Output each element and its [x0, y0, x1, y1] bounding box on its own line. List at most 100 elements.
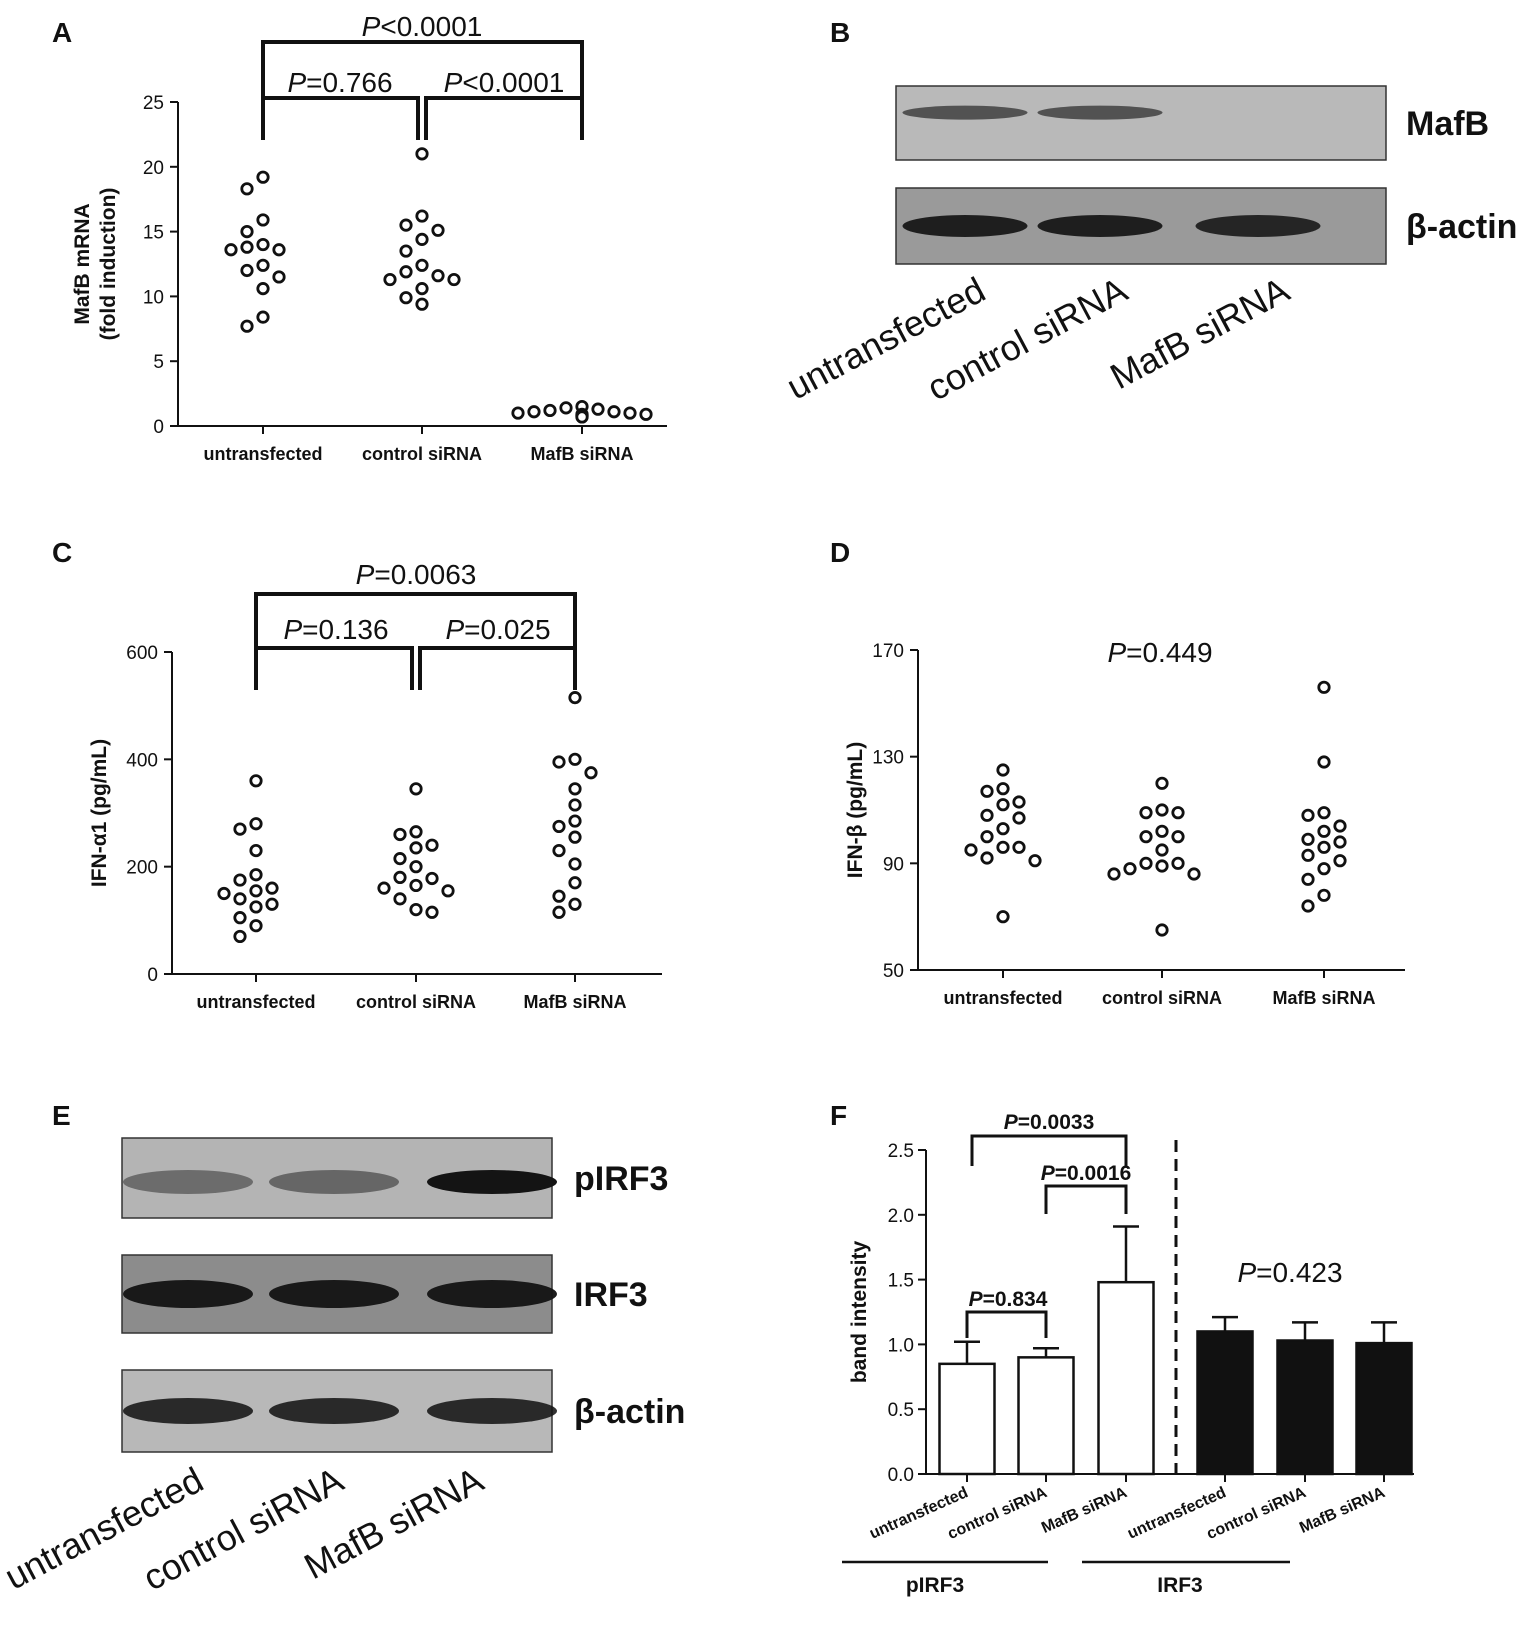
panel-e-blot-band — [269, 1280, 399, 1308]
panel-a-data-point — [272, 270, 286, 284]
panel-a-data-point — [272, 243, 286, 257]
panel-d-category-label: untransfected — [943, 988, 1062, 1008]
panel-d-data-point — [1155, 776, 1169, 790]
panel-f-p-value-untransfected-vs-mafb: P=0.0033 — [1004, 1111, 1095, 1134]
panel-c-p-value-control-vs-mafb: P=0.025 — [445, 614, 550, 645]
panel-e-blot-band — [123, 1280, 253, 1308]
panel-c-category-label: MafB siRNA — [523, 992, 626, 1012]
panel-c-data-point — [568, 814, 582, 828]
panel-f-y-axis-label: band intensity — [848, 1241, 871, 1384]
panel-c-data-point — [425, 838, 439, 852]
panel-c-data-point — [552, 819, 566, 834]
panel-c-data-point — [249, 884, 263, 898]
panel-d-y-tick-label: 50 — [883, 961, 904, 982]
panel-f-y-tick-label: 1.5 — [888, 1271, 914, 1292]
panel-a-data-point — [399, 291, 413, 305]
panel-d-data-point — [1317, 824, 1331, 838]
panel-c-data-point — [249, 774, 263, 788]
panel-a-data-point — [415, 282, 429, 296]
panel-c-data-point — [441, 884, 455, 898]
panel-d-data-point — [1301, 832, 1315, 846]
panel-c-data-point — [552, 843, 566, 858]
panel-c-data-point — [568, 830, 582, 844]
panel-d-data-point — [1012, 811, 1026, 825]
panel-c-data-point — [425, 871, 439, 886]
panel-d-data-point — [980, 830, 994, 844]
panel-f-bar — [1017, 1356, 1075, 1476]
panel-f-bracket-untransfected-vs-mafb — [970, 1134, 1128, 1166]
panel-d-data-point — [1317, 806, 1331, 820]
panel-e-blot-band — [427, 1280, 557, 1308]
panel-d-y-tick-label: 130 — [872, 748, 904, 769]
panel-d-data-point — [1139, 806, 1153, 820]
panel-a-y-tick-label: 0 — [153, 417, 164, 438]
panel-c-data-point — [425, 905, 439, 919]
panel-c-bracket-untransfected-vs-control — [254, 646, 414, 690]
panel-a-data-point — [623, 406, 637, 420]
panel-a-data-point — [559, 401, 573, 415]
panel-a-data-point — [256, 258, 270, 272]
panel-c-data-point — [249, 900, 263, 914]
panel-f-p-value-untransfected-vs-control: P=0.834 — [969, 1288, 1048, 1311]
panel-c-y-tick-label: 400 — [126, 750, 158, 771]
panel-a-data-point — [256, 213, 270, 227]
panel-a-p-value-control-vs-mafb: P<0.0001 — [444, 67, 565, 98]
panel-a-data-point — [256, 237, 270, 252]
panel-a-category-label: MafB siRNA — [530, 444, 633, 464]
panel-e-blot-label: IRF3 — [574, 1276, 648, 1314]
panel-d-data-point — [1333, 819, 1347, 833]
panel-a-data-point — [240, 319, 254, 333]
panel-e-blot-band — [123, 1170, 253, 1194]
panel-c-y-axis-label: IFN-α1 (pg/mL) — [88, 739, 111, 887]
panel-a-data-point — [399, 265, 413, 279]
panel-d-data-point — [1139, 830, 1153, 844]
panel-f-group-label: pIRF3 — [906, 1574, 964, 1597]
panel-letter-a: A — [52, 17, 72, 48]
panel-c-data-point — [233, 822, 247, 836]
panel-a-y-tick-label: 10 — [143, 287, 164, 308]
panel-d-data-point — [1123, 862, 1137, 876]
panel-c-data-point — [409, 860, 423, 874]
panel-c-data-point — [265, 897, 279, 911]
panel-a-y-axis-label: MafB mRNA (fold induction) — [71, 188, 120, 341]
panel-f-bar — [1196, 1330, 1254, 1476]
panel-d-data-point — [1317, 680, 1331, 694]
panel-b-blot-band — [902, 215, 1028, 237]
panel-d-category-label: MafB siRNA — [1272, 988, 1375, 1008]
panel-d-data-point — [996, 822, 1010, 836]
panel-b-blot-label: β-actin — [1406, 208, 1517, 246]
panel-d-data-point — [1171, 806, 1185, 820]
panel-c-data-point — [217, 886, 231, 901]
panel-f-bracket-untransfected-vs-control — [965, 1310, 1048, 1338]
panel-e-blot-band — [269, 1398, 399, 1424]
panel-d-data-point — [996, 798, 1010, 812]
panel-a-p-value-untransfected-vs-control: P=0.766 — [287, 67, 392, 98]
panel-a-chart: 0 5 10 15 20 25 untransfected control siRNA MafB… — [71, 11, 667, 464]
panel-a-data-point — [240, 225, 254, 239]
panel-d-category-label: control siRNA — [1102, 988, 1222, 1008]
panel-a-data-point — [256, 170, 270, 184]
panel-c-data-point — [393, 870, 407, 885]
panel-c-data-point — [249, 817, 263, 831]
panel-c-data-point — [377, 881, 391, 895]
panel-b-blot-band — [1037, 105, 1163, 120]
panel-b-blot-band — [902, 105, 1028, 120]
panel-d-data-point — [980, 784, 994, 798]
panel-f-bar — [938, 1362, 996, 1476]
panel-a-data-point — [415, 297, 429, 311]
panel-c-data-point — [265, 881, 279, 895]
panel-c-data-point — [249, 843, 263, 858]
panel-a-data-point — [415, 147, 429, 161]
panel-d-data-point — [1333, 835, 1347, 849]
panel-a-y-tick-label: 15 — [143, 223, 164, 244]
panel-c-data-point — [568, 857, 582, 871]
panel-a-category-label: control siRNA — [362, 444, 482, 464]
panel-d-data-point — [1139, 856, 1153, 870]
panel-a-data-point — [607, 405, 621, 419]
panel-c-bracket-untransfected-vs-mafb — [254, 592, 577, 660]
panel-d-data-point — [980, 851, 994, 865]
panel-d-data-point — [1155, 859, 1169, 873]
panel-d-data-point — [1317, 840, 1331, 854]
panel-b-blot-band — [1037, 215, 1163, 237]
